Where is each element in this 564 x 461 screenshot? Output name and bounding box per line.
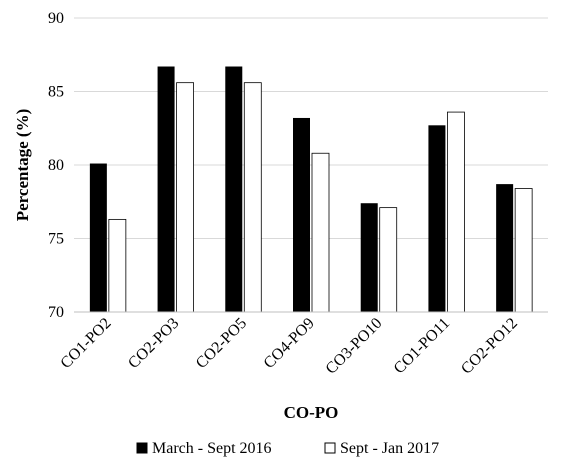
y-axis-ticks: 70 75 80 85 90 xyxy=(48,10,64,321)
bar-series2-co1-po11 xyxy=(447,111,465,313)
gridlines xyxy=(74,17,548,239)
bar-series2-co1-po2 xyxy=(108,218,127,313)
legend-swatch xyxy=(324,442,336,454)
x-tick-label: CO1-PO11 xyxy=(391,315,454,378)
bar-series2-co2-po3 xyxy=(176,82,194,313)
x-tick-label: CO4-PO9 xyxy=(261,315,318,372)
bar-series1-co1-po2 xyxy=(89,163,107,312)
bar-series1-co1-po11 xyxy=(428,125,446,312)
x-tick-label: CO2-PO5 xyxy=(193,315,250,372)
legend-label: Sept - Jan 2017 xyxy=(340,440,439,457)
legend-swatch xyxy=(136,442,148,454)
x-axis-title: CO-PO xyxy=(284,403,339,422)
y-tick-label: 90 xyxy=(48,10,64,27)
y-tick-label: 75 xyxy=(48,231,64,248)
bar-series1-co3-po10 xyxy=(360,203,378,312)
x-tick-label: CO2-PO12 xyxy=(458,315,521,378)
bar-series2-co2-po5 xyxy=(243,82,262,313)
y-tick-label: 80 xyxy=(48,157,64,174)
legend: March - Sept 2016 Sept - Jan 2017 xyxy=(136,440,439,457)
bar-series1-co4-po9 xyxy=(293,117,310,313)
bar-series2-co3-po10 xyxy=(379,207,398,313)
x-tick-label: CO2-PO3 xyxy=(125,315,182,372)
x-tick-label: CO1-PO2 xyxy=(57,315,114,372)
bars xyxy=(89,66,533,313)
y-tick-label: 70 xyxy=(48,304,64,321)
y-tick-label: 85 xyxy=(48,84,64,101)
x-axis-ticks: CO1-PO2 CO2-PO3 CO2-PO5 CO4-PO9 CO3-PO10 CO1-… xyxy=(57,315,521,378)
bar-series2-co2-po12 xyxy=(514,188,533,313)
legend-label: March - Sept 2016 xyxy=(152,440,272,457)
bar-series1-co2-po12 xyxy=(496,184,514,312)
y-axis-title: Percentage (%) xyxy=(13,109,32,222)
bar-series1-co2-po5 xyxy=(225,66,243,312)
bar-series2-co4-po9 xyxy=(311,152,330,313)
x-tick-label: CO3-PO10 xyxy=(323,315,386,378)
bar-series1-co2-po3 xyxy=(157,66,175,312)
